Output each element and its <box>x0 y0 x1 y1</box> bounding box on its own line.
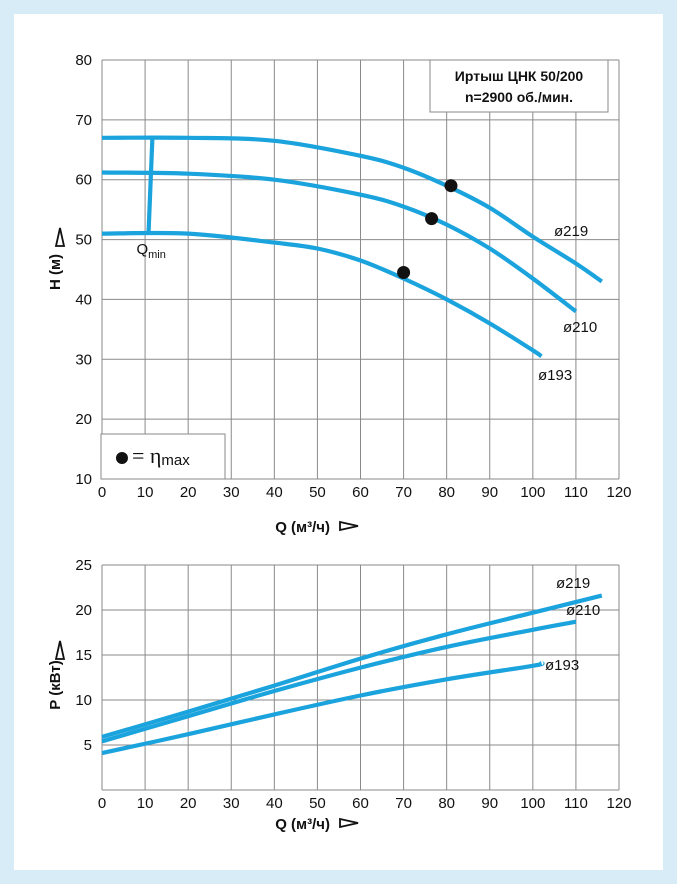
x-tick-label: 100 <box>520 795 545 812</box>
x-tick-label: 50 <box>309 484 326 501</box>
series-label: ø219 <box>554 223 588 240</box>
qmin-marker: Qmin <box>136 137 166 261</box>
x-tick-label: 70 <box>395 484 412 501</box>
power-y-axis-label: P (кВт) <box>47 660 64 709</box>
x-tick-label: 100 <box>520 484 545 501</box>
x-tick-label: 80 <box>438 795 455 812</box>
x-tick-label: 110 <box>564 484 588 501</box>
series-line-ø193 <box>101 230 543 359</box>
legend-box <box>100 433 226 480</box>
y-tick-label: 5 <box>84 737 92 754</box>
title-box <box>429 59 609 113</box>
y-arrow-icon <box>54 640 66 660</box>
head-x-axis-label: Q (м³/ч) <box>275 519 330 536</box>
head-chart-curves <box>101 135 604 359</box>
x-tick-label: 10 <box>137 795 154 812</box>
power-chart-ticks: 0 10 20 30 40 50 60 70 80 90 100 110 120 5 10 15 20 25 <box>75 557 631 812</box>
x-tick-label: 20 <box>180 795 197 812</box>
x-tick-label: 80 <box>438 484 455 501</box>
bep-point <box>397 265 411 279</box>
y-tick-label: 20 <box>75 411 92 428</box>
x-tick-label: 90 <box>481 484 498 501</box>
head-chart-grid <box>101 59 620 480</box>
y-tick-label: 10 <box>75 471 92 488</box>
head-curve-labels: ø219 ø210 ø193 <box>538 223 597 384</box>
y-tick-label: 60 <box>75 172 92 189</box>
x-tick-label: 30 <box>223 795 240 812</box>
power-chart-curves <box>101 593 603 756</box>
y-tick-label: 10 <box>75 692 92 709</box>
series-label: ø219 <box>556 575 590 592</box>
power-x-axis-label: Q (м³/ч) <box>275 816 330 833</box>
x-tick-label: 10 <box>137 484 154 501</box>
qmin-q: Q <box>136 241 148 258</box>
bep-point <box>425 212 439 226</box>
x-tick-label: 0 <box>98 484 106 501</box>
title-line-1: Иртыш ЦНК 50/200 <box>455 68 584 84</box>
x-tick-label: 50 <box>309 795 326 812</box>
title-line-2: n=2900 об./мин. <box>465 89 573 105</box>
y-tick-label: 40 <box>75 291 92 308</box>
x-tick-label: 0 <box>98 795 106 812</box>
y-tick-label: 50 <box>75 232 92 249</box>
legend-label: = ηmax <box>132 443 190 469</box>
bep-point <box>444 179 458 193</box>
series-line-ø219 <box>101 593 603 739</box>
legend-bep-dot <box>116 452 128 464</box>
chart-card: 0 10 20 30 40 50 60 70 80 90 100 110 120 10 20 30 40 50 60… <box>14 14 663 870</box>
x-tick-label: 60 <box>352 795 369 812</box>
series-line-ø193 <box>101 661 545 756</box>
x-tick-label: 110 <box>564 795 588 812</box>
x-tick-label: 70 <box>395 795 412 812</box>
series-label: ø210 <box>563 319 597 336</box>
series-label: ø210 <box>566 602 600 619</box>
series-label: ø193 <box>538 367 572 384</box>
head-chart: 0 10 20 30 40 50 60 70 80 90 100 110 120 10 20 30 40 50 60… <box>47 52 632 536</box>
x-tick-label: 20 <box>180 484 197 501</box>
x-arrow-icon <box>339 817 359 829</box>
x-tick-label: 120 <box>606 484 631 501</box>
y-tick-label: 30 <box>75 351 92 368</box>
pump-performance-charts: 0 10 20 30 40 50 60 70 80 90 100 110 120102030405060… <box>47 52 632 833</box>
y-tick-label: 25 <box>75 557 92 574</box>
x-tick-label: 40 <box>266 484 283 501</box>
series-line-ø219 <box>101 135 604 284</box>
qmin-line <box>146 137 155 234</box>
power-chart: 0 10 20 30 40 50 60 70 80 90 100 110 120 5 10 15 20 25 ø2… <box>47 557 632 833</box>
head-y-axis-label: H (м) <box>47 254 64 290</box>
x-tick-label: 90 <box>481 795 498 812</box>
series-line-ø210 <box>101 170 578 314</box>
x-tick-label: 30 <box>223 484 240 501</box>
x-tick-label: 40 <box>266 795 283 812</box>
head-chart-ticks: 0 10 20 30 40 50 60 70 80 90 100 110 120 10 20 30 40 50 60… <box>75 52 631 501</box>
x-tick-label: 60 <box>352 484 369 501</box>
series-line-ø210 <box>101 619 577 744</box>
y-tick-label: 70 <box>75 112 92 129</box>
y-tick-label: 15 <box>75 647 92 664</box>
bep-markers <box>397 179 458 279</box>
x-tick-label: 120 <box>606 795 631 812</box>
series-label: ø193 <box>545 657 579 674</box>
qmin-sub: min <box>148 249 166 261</box>
y-tick-label: 80 <box>75 52 92 69</box>
x-arrow-icon <box>339 520 359 532</box>
qmin-label: Qmin <box>136 241 165 261</box>
y-arrow-icon <box>54 227 66 247</box>
y-tick-label: 20 <box>75 602 92 619</box>
power-curve-labels: ø219 ø210 ø193 <box>545 575 600 674</box>
power-chart-grid <box>101 564 620 791</box>
